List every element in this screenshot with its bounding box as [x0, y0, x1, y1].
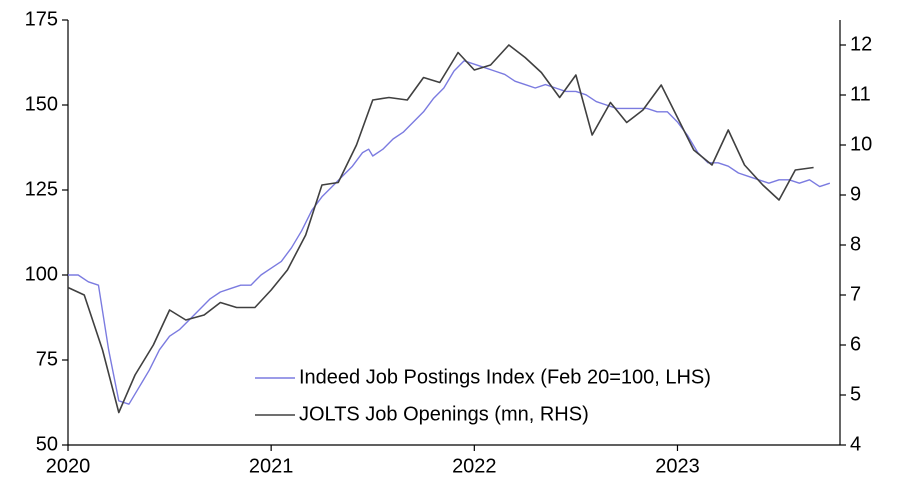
- x-tick-label: 2023: [655, 455, 700, 477]
- x-tick-label: 2020: [46, 455, 91, 477]
- y2-tick-label: 9: [850, 183, 861, 205]
- y2-tick-label: 5: [850, 383, 861, 405]
- x-tick-label: 2022: [452, 455, 497, 477]
- y2-tick-label: 10: [850, 133, 872, 155]
- y-tick-label: 125: [25, 178, 58, 200]
- legend-label: Indeed Job Postings Index (Feb 20=100, L…: [299, 366, 711, 388]
- y2-tick-label: 7: [850, 283, 861, 305]
- y2-tick-label: 6: [850, 333, 861, 355]
- y-tick-label: 50: [36, 433, 58, 455]
- series-line: [67, 44, 814, 414]
- y2-tick-label: 4: [850, 433, 861, 455]
- y-tick-label: 75: [36, 348, 58, 370]
- series-line: [68, 60, 831, 405]
- y2-tick-label: 8: [850, 233, 861, 255]
- y-tick-label: 175: [25, 8, 58, 30]
- y-tick-label: 100: [25, 263, 58, 285]
- legend-label: JOLTS Job Openings (mn, RHS): [299, 403, 589, 425]
- y2-tick-label: 12: [850, 33, 872, 55]
- x-tick-label: 2021: [249, 455, 294, 477]
- y-tick-label: 150: [25, 93, 58, 115]
- y2-tick-label: 11: [850, 83, 871, 105]
